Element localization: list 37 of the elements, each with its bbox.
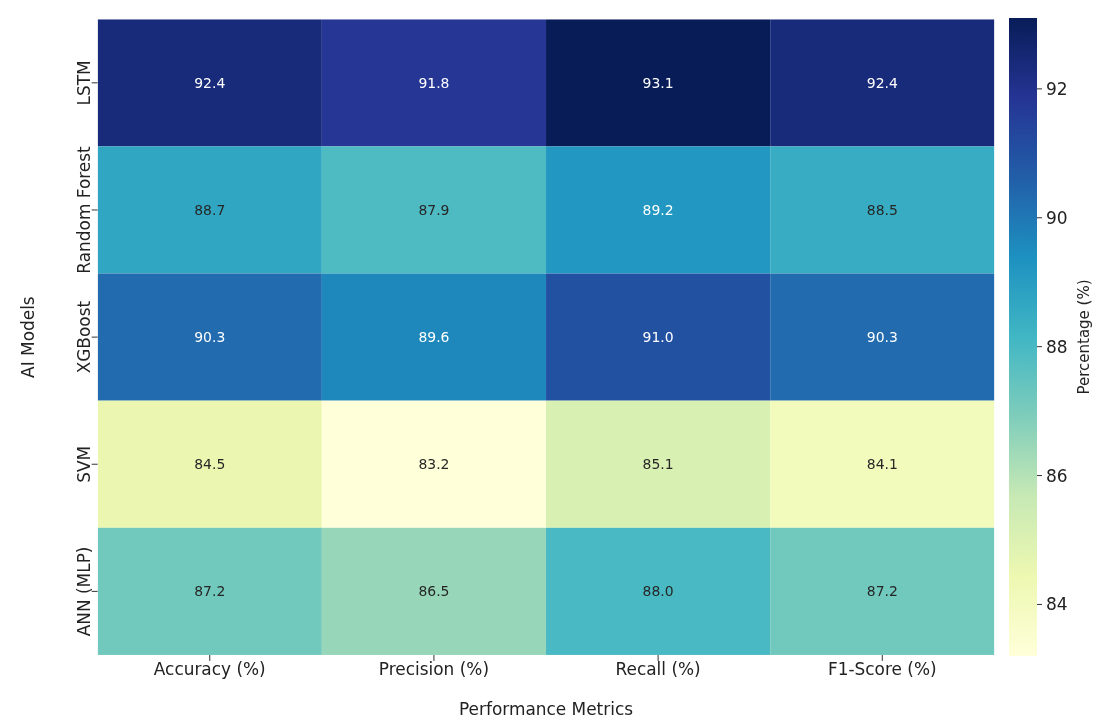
data-label: 93.1: [642, 74, 674, 91]
color-bar-label: 90: [1046, 207, 1068, 228]
x-tick-label: Recall (%): [615, 658, 701, 679]
data-label: 88.5: [866, 201, 898, 218]
data-label: 91.8: [418, 74, 450, 91]
data-label: 87.2: [194, 583, 226, 600]
x-tick-label: F1-Score (%): [827, 658, 937, 679]
data-label: 83.2: [418, 456, 450, 473]
data-label: 85.1: [642, 456, 674, 473]
data-label: 89.2: [642, 201, 674, 218]
x-tick-label: Precision (%): [378, 658, 490, 679]
y-tick-label: ANN (MLP): [73, 546, 94, 637]
x-axis-title: Performance Metrics: [459, 698, 634, 719]
y-tick-label: XGBoost: [73, 300, 94, 374]
color-bar-label: 86: [1046, 465, 1068, 486]
data-label: 86.5: [418, 583, 450, 600]
data-label: 89.6: [418, 329, 450, 346]
y-axis-title: AI Models: [17, 296, 38, 378]
y-tick-label: SVM: [73, 445, 94, 483]
data-label: 84.5: [194, 456, 226, 473]
data-label: 87.2: [866, 583, 898, 600]
color-bar-label: 88: [1046, 336, 1068, 357]
data-label: 90.3: [194, 329, 226, 346]
color-bar-label: 92: [1046, 78, 1068, 99]
data-label: 88.7: [194, 201, 226, 218]
data-label: 90.3: [866, 329, 898, 346]
x-tick-label: Accuracy (%): [153, 658, 266, 679]
data-label: 87.9: [418, 201, 450, 218]
y-tick-label: LSTM: [73, 60, 94, 106]
data-label: 91.0: [642, 329, 674, 346]
data-label: 92.4: [866, 74, 898, 91]
y-tick-label: Random Forest: [73, 145, 94, 274]
data-label: 84.1: [866, 456, 898, 473]
data-label: 92.4: [194, 74, 226, 91]
color-bar-label: 84: [1046, 594, 1068, 615]
color-bar-title: Percentage (%): [1075, 279, 1094, 395]
data-label: 88.0: [642, 583, 674, 600]
